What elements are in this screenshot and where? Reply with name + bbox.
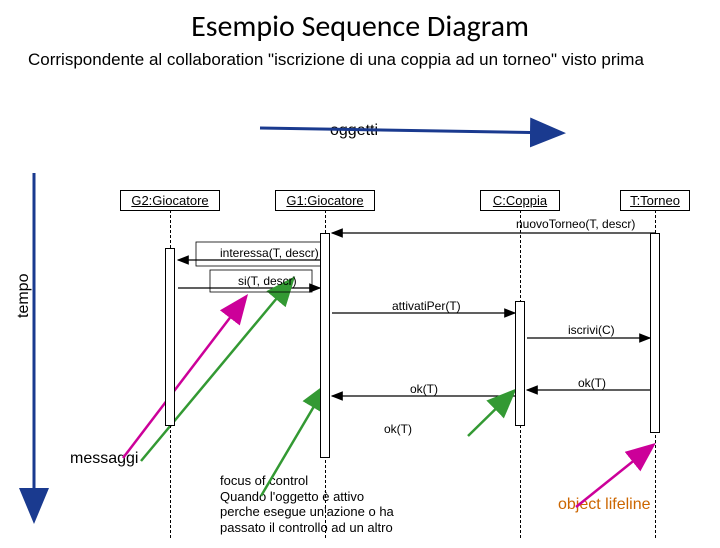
message-label: si(T, descr) [238, 274, 297, 288]
message-label: ok(T) [578, 376, 606, 390]
message-label: interessa(T, descr) [220, 246, 319, 260]
activation-bar [165, 248, 175, 426]
activation-bar [320, 233, 330, 458]
page-title: Esempio Sequence Diagram [0, 8, 720, 45]
subtitle: Corrispondente al collaboration "iscrizi… [28, 49, 692, 70]
object-lifeline-label: object lifeline [558, 496, 651, 514]
oggetti-label: oggetti [330, 122, 378, 140]
focus-of-control-text: focus of controlQuando l'oggetto è attiv… [220, 473, 394, 535]
activation-bar [515, 301, 525, 426]
messaggi-label: messaggi [70, 450, 138, 468]
message-label: iscrivi(C) [568, 323, 615, 337]
tempo-label: tempo [15, 274, 33, 318]
activation-bar [650, 233, 660, 433]
message-label: ok(T) [384, 422, 412, 436]
message-label: attivatiPer(T) [392, 299, 461, 313]
object-box: T:Torneo [620, 190, 690, 211]
object-box: G1:Giocatore [275, 190, 375, 211]
object-box: C:Coppia [480, 190, 560, 211]
message-label: ok(T) [410, 382, 438, 396]
message-label: nuovoTorneo(T, descr) [516, 217, 635, 231]
object-box: G2:Giocatore [120, 190, 220, 211]
